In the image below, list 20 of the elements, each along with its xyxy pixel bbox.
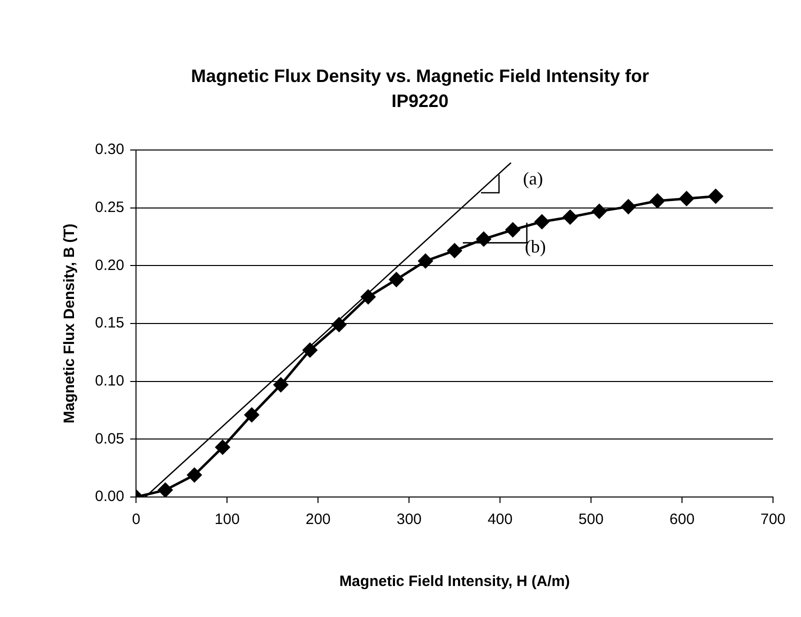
x-tick-label: 600 — [670, 511, 695, 528]
x-tick-label: 400 — [488, 511, 513, 528]
y-tick-label: 0.15 — [94, 314, 124, 332]
y-tick-label: 0.00 — [94, 488, 124, 506]
y-tick-label: 0.25 — [94, 198, 124, 216]
y-tick-label: 0.30 — [94, 141, 124, 158]
x-tick-label: 700 — [760, 511, 786, 528]
y-tick-label: 0.20 — [94, 256, 124, 274]
x-tick-label: 300 — [396, 511, 422, 528]
annotation: (b) — [524, 236, 546, 257]
chart-title: Magnetic Flux Density vs. Magnetic Field Intensity for IP9220 — [190, 65, 650, 113]
y-axis-title: Magnetic Flux Density, B (T) — [61, 224, 78, 424]
annotation: (a) — [523, 168, 543, 188]
x-tick-label: 200 — [306, 511, 331, 528]
y-tick-label: 0.10 — [94, 372, 124, 390]
x-tick-label: 100 — [214, 511, 240, 528]
y-tick-label: 0.05 — [94, 430, 124, 448]
x-tick-label: 0 — [132, 511, 140, 528]
x-axis-title: Magnetic Field Intensity, H (A/m) — [339, 573, 570, 590]
x-tick-label: 500 — [578, 511, 604, 528]
